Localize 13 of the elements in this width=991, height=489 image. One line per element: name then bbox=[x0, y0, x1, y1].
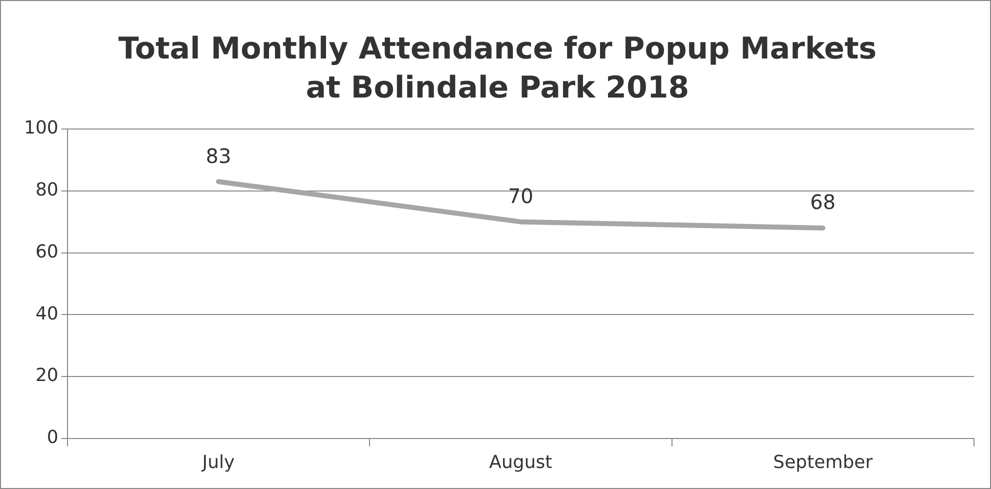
x-tick-label: July bbox=[201, 452, 235, 473]
y-tick-label: 20 bbox=[35, 365, 58, 386]
x-tick-label: September bbox=[773, 452, 874, 473]
y-tick-label: 100 bbox=[24, 118, 58, 139]
y-tick-label: 0 bbox=[46, 427, 58, 448]
x-tick-label: August bbox=[489, 452, 552, 473]
y-tick-label: 80 bbox=[35, 180, 58, 201]
data-label: 68 bbox=[810, 190, 836, 214]
data-label: 70 bbox=[508, 184, 534, 208]
data-label: 83 bbox=[206, 144, 232, 168]
y-tick-label: 60 bbox=[35, 241, 58, 262]
chart-title: Total Monthly Attendance for Popup Markets at Bolindale Park 2018 bbox=[118, 31, 877, 106]
y-tick-label: 40 bbox=[35, 303, 58, 324]
